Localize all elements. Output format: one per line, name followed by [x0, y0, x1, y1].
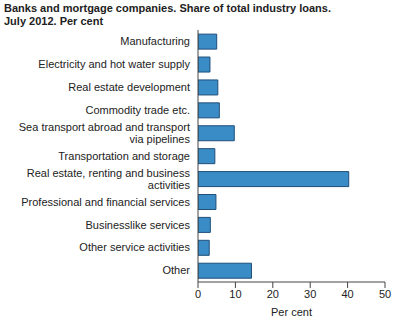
svg-text:Manufacturing: Manufacturing: [120, 35, 190, 47]
svg-text:Transportation and storage: Transportation and storage: [58, 150, 190, 162]
svg-text:Professional and financial ser: Professional and financial services: [21, 196, 190, 208]
svg-text:Other: Other: [162, 264, 190, 276]
svg-text:0: 0: [195, 288, 201, 300]
svg-text:Commodity trade etc.: Commodity trade etc.: [85, 104, 190, 116]
svg-text:10: 10: [229, 288, 241, 300]
svg-text:40: 40: [341, 288, 353, 300]
svg-text:Other service activities: Other service activities: [79, 241, 190, 253]
svg-text:Sea transport abroad and trans: Sea transport abroad and transportvia pi…: [19, 121, 191, 145]
svg-text:Real estate, renting and busin: Real estate, renting and businessactivit…: [27, 167, 191, 191]
svg-text:Electricity and hot water supp: Electricity and hot water supply: [38, 58, 190, 70]
svg-text:20: 20: [267, 288, 279, 300]
svg-text:Real estate development: Real estate development: [68, 81, 190, 93]
svg-text:50: 50: [379, 288, 387, 300]
html-text:Banks and mortgage companies.: Banks and mortgage companies. Share of t…: [4, 2, 331, 27]
svg-text:Businesslike services: Businesslike services: [85, 219, 190, 231]
svg-text:30: 30: [304, 288, 316, 300]
svg-text:Per cent: Per cent: [271, 306, 312, 318]
